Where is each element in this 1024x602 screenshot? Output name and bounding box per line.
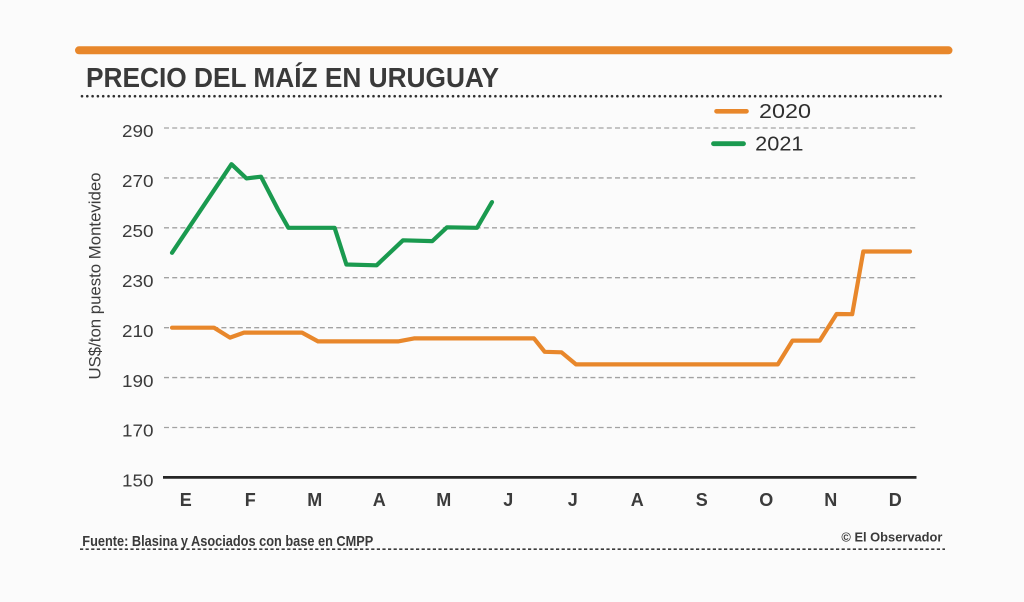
svg-text:A: A xyxy=(373,490,386,510)
svg-text:290: 290 xyxy=(122,121,154,141)
svg-text:230: 230 xyxy=(122,271,154,291)
svg-text:F: F xyxy=(245,490,256,510)
svg-text:Fuente: Blasina y Asociados co: Fuente: Blasina y Asociados con base en … xyxy=(82,533,373,550)
svg-text:270: 270 xyxy=(122,171,154,191)
svg-text:250: 250 xyxy=(122,221,154,241)
svg-text:2020: 2020 xyxy=(759,101,811,123)
svg-text:E: E xyxy=(180,490,192,510)
svg-text:D: D xyxy=(889,490,902,510)
svg-text:170: 170 xyxy=(122,421,154,441)
svg-text:S: S xyxy=(696,490,708,510)
svg-text:2021: 2021 xyxy=(755,133,803,155)
svg-text:O: O xyxy=(759,490,773,510)
svg-text:J: J xyxy=(503,490,513,510)
svg-text:PRECIO DEL MAÍZ EN URUGUAY: PRECIO DEL MAÍZ EN URUGUAY xyxy=(86,62,499,93)
svg-text:210: 210 xyxy=(122,321,154,341)
svg-text:M: M xyxy=(436,490,451,510)
svg-text:© El Observador: © El Observador xyxy=(841,529,942,544)
svg-text:US$/ton puesto Montevideo: US$/ton puesto Montevideo xyxy=(86,173,105,380)
svg-text:A: A xyxy=(631,490,644,510)
svg-text:M: M xyxy=(307,490,322,510)
svg-text:190: 190 xyxy=(122,371,154,391)
svg-text:N: N xyxy=(824,490,837,510)
svg-text:J: J xyxy=(568,490,578,510)
svg-text:150: 150 xyxy=(122,471,154,491)
